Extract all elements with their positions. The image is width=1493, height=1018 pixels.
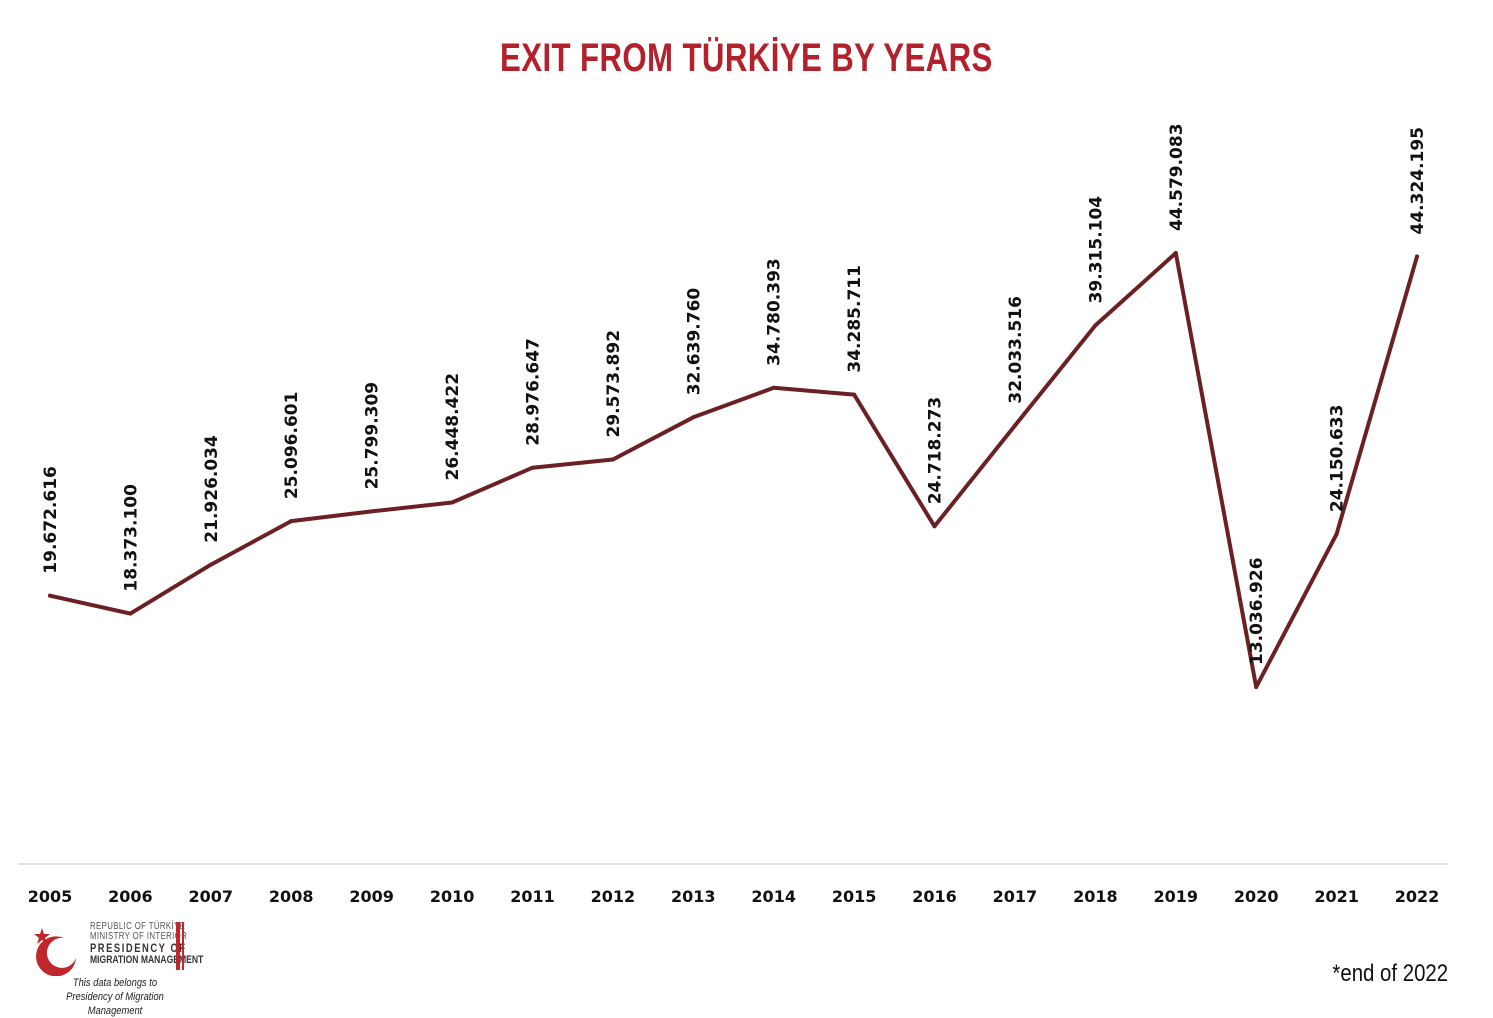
logo-line-republic: REPUBLIC OF TÜRKİYE [90,921,186,932]
data-label-2020: 13.036.926 [1247,557,1267,665]
logo-line-migration: MIGRATION MANAGEMENT [90,954,204,966]
logo-line-presidency: PRESIDENCY OF [90,941,187,955]
data-point-2022 [1415,254,1419,259]
data-label-2019: 44.579.083 [1167,123,1187,231]
footnote: *end of 2022 [1332,960,1448,987]
data-point-2017 [1012,423,1017,428]
x-tick-label-2010: 2010 [430,887,475,906]
data-point-2015 [852,392,857,397]
data-label-2015: 34.285.711 [845,265,865,373]
data-label-2006: 18.373.100 [121,484,141,592]
x-tick-label-2007: 2007 [189,887,234,906]
data-label-2013: 32.639.760 [684,288,704,396]
data-label-2018: 39.315.104 [1086,196,1106,304]
data-point-2018 [1093,323,1098,328]
data-point-2021 [1334,532,1339,537]
series-line [48,251,1419,689]
x-tick-label-2022: 2022 [1395,887,1440,906]
x-tick-label-2015: 2015 [832,887,877,906]
data-label-2009: 25.799.309 [363,382,383,490]
data-label-2011: 28.976.647 [524,338,544,446]
x-tick-label-2019: 2019 [1154,887,1199,906]
data-label-2010: 26.448.422 [443,373,463,481]
x-tick-label-2012: 2012 [591,887,636,906]
x-tick-label-2021: 2021 [1314,887,1359,906]
data-point-2010 [450,500,455,505]
ownership-line-1: This data belongs to [72,977,158,989]
data-point-2009 [369,509,374,514]
data-point-2008 [289,519,294,524]
data-point-2013 [691,415,696,420]
data-point-2011 [530,465,535,470]
x-tick-label-2017: 2017 [993,887,1038,906]
x-tick-label-2013: 2013 [671,887,716,906]
data-label-2012: 29.573.892 [604,330,624,438]
x-tick-label-2018: 2018 [1073,887,1118,906]
x-tick-label-2008: 2008 [269,887,314,906]
x-tick-label-2014: 2014 [751,887,796,906]
data-point-2014 [771,385,776,390]
data-label-2008: 25.096.601 [282,392,302,500]
data-point-2019 [1173,251,1178,255]
data-point-2007 [208,562,213,567]
x-tick-label-2020: 2020 [1234,887,1279,906]
logo-line-ministry: MINISTRY OF INTERIOR [90,931,188,942]
logo-divider [176,922,180,970]
data-label-2017: 32.033.516 [1006,296,1026,404]
x-tick-label-2006: 2006 [108,887,153,906]
x-tick-label-2016: 2016 [912,887,957,906]
data-label-2021: 24.150.633 [1328,405,1348,513]
data-point-2012 [610,457,615,462]
x-tick-label-2005: 2005 [28,887,73,906]
crescent-star-logo-icon [34,928,76,976]
data-point-2006 [128,611,133,616]
chart-title: EXIT FROM TÜRKİYE BY YEARS [500,36,993,80]
logo-divider-thin [182,922,184,970]
logo-text: REPUBLIC OF TÜRKİYE MINISTRY OF INTERIOR… [90,921,204,967]
ownership-line-2: Presidency of Migration Management [66,991,164,1017]
data-label-2022: 44.324.195 [1408,127,1428,235]
data-point-2005 [48,593,52,598]
data-label-2014: 34.780.393 [765,258,785,366]
data-label-2005: 19.672.616 [41,466,61,574]
data-point-2020 [1254,685,1259,689]
logo: REPUBLIC OF TÜRKİYE MINISTRY OF INTERIOR… [30,920,204,1017]
x-tick-label-2011: 2011 [510,887,555,906]
x-tick-label-2009: 2009 [349,887,394,906]
data-ownership-note: This data belongs to Presidency of Migra… [43,976,188,1018]
data-label-2016: 24.718.273 [926,397,946,505]
data-point-2016 [932,524,937,529]
data-label-2007: 21.926.034 [202,435,222,543]
